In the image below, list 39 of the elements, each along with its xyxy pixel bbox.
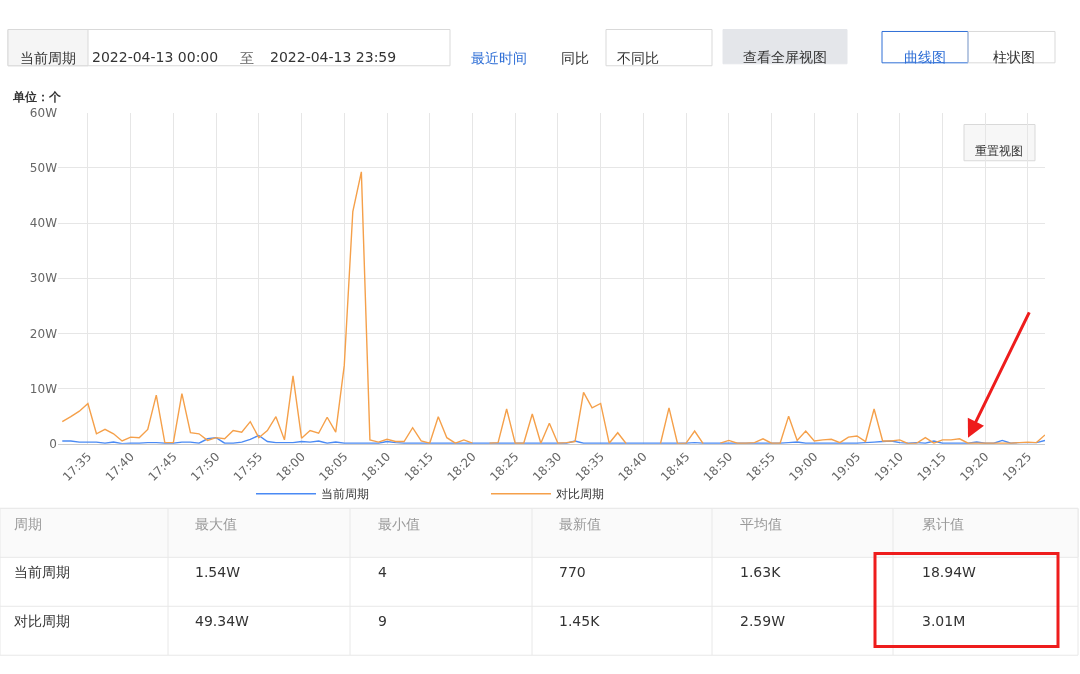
y-tick-label: 40W	[29, 216, 58, 231]
text: 770	[559, 564, 586, 580]
y-tick-label: 50W	[29, 161, 58, 176]
text: 49.34W	[195, 613, 250, 629]
text: 9	[378, 613, 387, 629]
text: 当前周期	[14, 564, 70, 580]
text: 2022-04-13 23:59	[270, 49, 397, 65]
y-tick-label: 0	[49, 436, 57, 451]
text: 1.63K	[740, 564, 782, 580]
y-tick-label: 30W	[29, 271, 58, 286]
y-axis-title: 单位：个	[12, 90, 62, 104]
text: 平均值	[740, 516, 782, 532]
text: 不同比	[617, 50, 659, 66]
y-tick-label: 10W	[29, 381, 58, 396]
legend-label: 对比周期	[556, 487, 604, 502]
text: 最小值	[378, 516, 420, 532]
y-tick-label: 60W	[29, 105, 58, 120]
text: 累计值	[922, 516, 964, 532]
text: 最近时间	[471, 50, 527, 66]
text: 18.94W	[922, 564, 977, 580]
text: 3.01M	[922, 613, 966, 629]
text: 当前周期	[20, 50, 76, 66]
text: 同比	[561, 50, 589, 66]
text: 4	[378, 564, 387, 580]
text: 1.45K	[559, 613, 601, 629]
text: 柱状图	[993, 49, 1035, 65]
text: 周期	[14, 516, 42, 532]
y-tick-label: 20W	[29, 326, 58, 341]
text: 2.59W	[740, 613, 786, 629]
text: 查看全屏视图	[743, 49, 827, 65]
text: 2022-04-13 00:00	[92, 49, 219, 65]
text: 曲线图	[904, 49, 946, 65]
text: 对比周期	[14, 613, 70, 629]
text: 最大值	[195, 516, 237, 532]
annotation: 重置视图	[975, 144, 1023, 158]
text: 最新值	[559, 516, 601, 532]
legend-label: 当前周期	[321, 487, 369, 502]
text: 1.54W	[195, 564, 241, 580]
text: 至	[240, 50, 254, 66]
